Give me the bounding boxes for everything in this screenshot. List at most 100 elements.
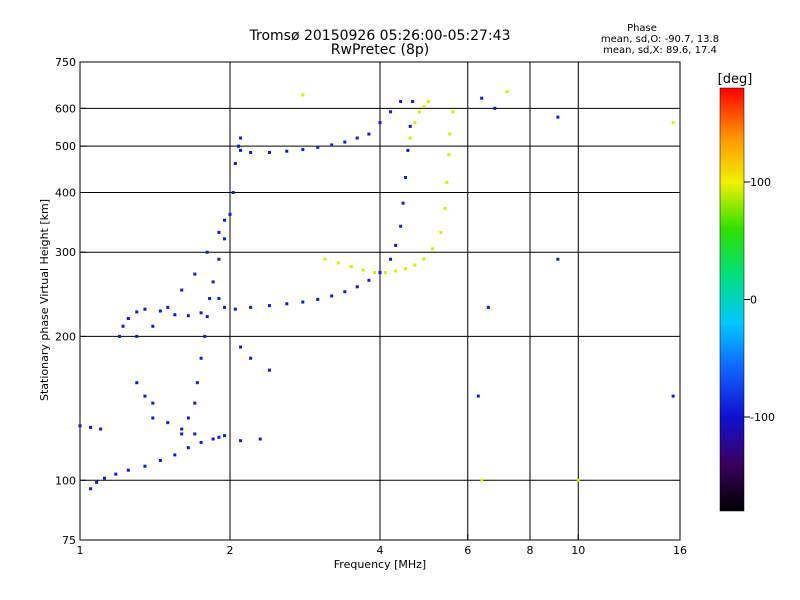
data-point (443, 207, 447, 211)
data-point (403, 267, 407, 271)
data-point (408, 136, 412, 140)
data-point (447, 153, 451, 157)
y-tick-label: 600 (55, 102, 76, 115)
data-point (336, 261, 340, 265)
data-point (671, 394, 675, 398)
data-point (180, 427, 184, 431)
data-point (117, 334, 121, 338)
x-tick-label: 16 (673, 544, 687, 557)
data-point (267, 150, 271, 154)
data-point (323, 257, 327, 261)
data-point (223, 237, 227, 241)
y-tick-label: 75 (62, 534, 76, 547)
data-point (406, 148, 410, 152)
data-point (417, 110, 421, 114)
data-point (199, 440, 203, 444)
colorbar-tick-label: 0 (750, 294, 757, 307)
data-point (505, 90, 509, 94)
data-point (343, 290, 347, 294)
data-point (203, 334, 207, 338)
data-point (78, 424, 82, 428)
data-point (367, 132, 371, 136)
x-tick-label: 4 (377, 544, 384, 557)
x-axis-label: Frequency [MHz] (334, 558, 426, 571)
data-point (316, 297, 320, 301)
data-point (236, 144, 240, 148)
data-point (349, 265, 353, 269)
data-point (151, 401, 155, 405)
data-point (373, 271, 377, 275)
data-point (301, 148, 305, 152)
y-tick-label: 400 (55, 186, 76, 199)
x-tick-label: 8 (527, 544, 534, 557)
data-point (231, 190, 235, 194)
data-point (239, 148, 243, 152)
data-point (389, 110, 393, 114)
data-point (233, 161, 237, 165)
data-point (576, 478, 580, 482)
data-point (217, 297, 221, 301)
data-point (199, 311, 203, 315)
data-point (239, 136, 243, 140)
data-point (249, 150, 253, 154)
data-point (378, 271, 382, 275)
data-point (186, 446, 190, 450)
data-point (223, 305, 227, 309)
data-point (211, 437, 215, 441)
x-tick-label: 2 (227, 544, 234, 557)
data-point (151, 416, 155, 420)
data-point (285, 149, 289, 153)
y-axis-ticks: 75 100 200 300 400 500 600 750 (55, 56, 86, 547)
data-point (556, 115, 560, 119)
data-point (158, 309, 162, 313)
data-point (267, 304, 271, 308)
data-point (158, 458, 162, 462)
data-point (267, 368, 271, 372)
data-point (389, 257, 393, 261)
data-point (431, 247, 435, 251)
data-point (401, 201, 405, 205)
data-point (233, 307, 237, 311)
data-point (95, 480, 99, 484)
data-point (193, 432, 197, 436)
data-point (422, 257, 426, 261)
data-point (186, 416, 190, 420)
data-point (330, 143, 334, 147)
data-point (223, 434, 227, 438)
chart-subtitle: RwPretec (8p) (331, 42, 429, 58)
data-point (166, 421, 170, 425)
data-point (367, 278, 371, 282)
x-tick-label: 6 (464, 544, 471, 557)
plot-area: 1 2 4 6 8 10 16 75 100 200 300 400 500 600 750 (55, 56, 687, 557)
data-point (193, 401, 197, 405)
data-point (114, 472, 118, 476)
data-point (195, 381, 199, 385)
data-point (258, 437, 262, 441)
data-point (361, 268, 365, 272)
grid-lines (80, 62, 680, 540)
data-point (135, 381, 139, 385)
data-point (199, 356, 203, 360)
x-axis-ticks: 1 2 4 6 8 10 16 (77, 534, 687, 557)
data-point (343, 140, 347, 144)
y-axis-label: Stationary phase Virtual Height [km] (38, 199, 51, 401)
data-point (301, 300, 305, 304)
data-point (316, 145, 320, 149)
data-point (671, 121, 675, 125)
data-point (480, 96, 484, 100)
data-point (217, 230, 221, 234)
phase-line-o: mean, sd,O: -90.7, 13.8 (601, 34, 719, 45)
phase-heading: Phase (627, 23, 657, 34)
data-point (205, 315, 209, 319)
data-point (383, 271, 387, 275)
data-point (439, 230, 443, 234)
data-point (217, 435, 221, 439)
data-point (126, 468, 130, 472)
y-tick-label: 500 (55, 140, 76, 153)
data-point (173, 313, 177, 317)
data-point (486, 305, 490, 309)
data-point (426, 100, 430, 104)
data-point (355, 136, 359, 140)
data-point (394, 243, 398, 247)
data-point (355, 285, 359, 289)
